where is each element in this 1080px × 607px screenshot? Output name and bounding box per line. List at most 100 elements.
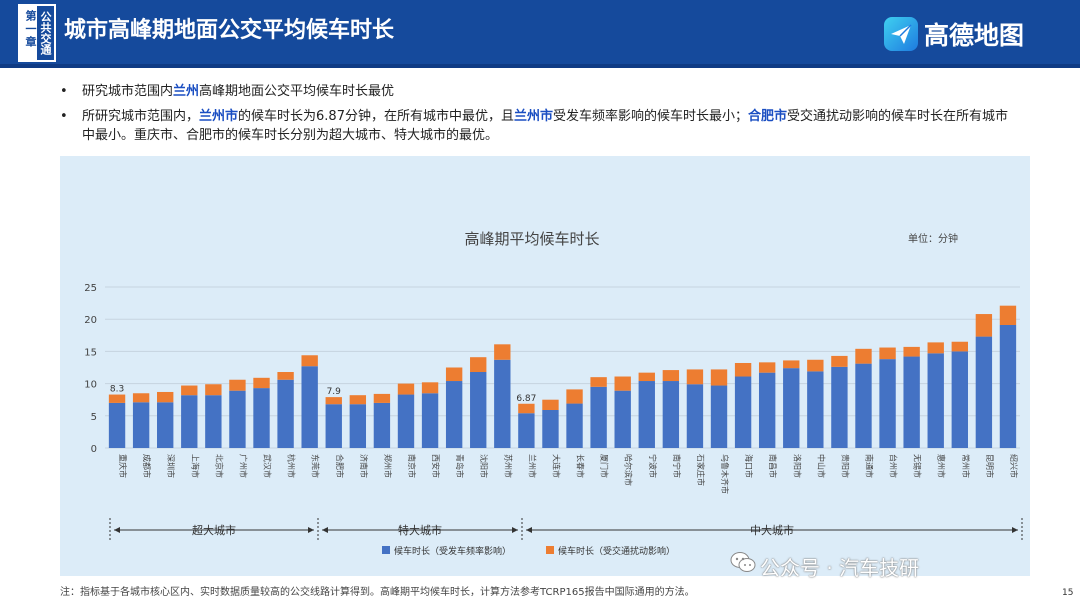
x-tick-label: 广州市 <box>238 454 248 478</box>
bar-disturbance <box>566 389 583 404</box>
x-tick-label: 重庆市 <box>118 454 128 478</box>
bullet-1: 研究城市范围内兰州高峰期地面公交平均候车时长最优 <box>60 82 1020 101</box>
bar-frequency <box>108 402 126 448</box>
x-tick-label: 昆明市 <box>985 454 995 478</box>
page-number: 15 <box>1062 588 1074 598</box>
group-label: 特大城市 <box>398 523 442 537</box>
x-tick-label: 石家庄市 <box>696 454 706 486</box>
bar-disturbance <box>229 379 246 391</box>
bar-disturbance <box>470 357 487 373</box>
bullet-2-highlight-3: 合肥市 <box>748 109 788 124</box>
bar-disturbance <box>903 346 920 357</box>
bar-disturbance <box>831 355 848 367</box>
bar-frequency <box>951 351 968 448</box>
x-tick-label: 杭州市 <box>287 454 297 478</box>
x-tick-label: 无锡市 <box>913 454 923 478</box>
bar-disturbance <box>349 395 367 405</box>
x-tick-label: 长春市 <box>576 454 586 478</box>
header-strip <box>0 64 1080 68</box>
chart-panel: 高峰期平均候车时长 单位：分钟 0 5 10 15 20 25 8.3 重庆市 成都市 深圳市 上海市 北… <box>60 156 1030 576</box>
x-tick-label: 上海市 <box>190 454 200 478</box>
bar-disturbance <box>927 342 944 354</box>
y-tick-label: 15 <box>84 347 97 358</box>
bullet-1-text-b: 高峰期地面公交平均候车时长最优 <box>199 84 395 99</box>
y-tick-label: 5 <box>91 412 97 423</box>
x-tick-label: 台州市 <box>889 454 899 478</box>
bar-frequency <box>734 376 752 448</box>
chart-title: 高峰期平均候车时长 <box>464 230 599 248</box>
bar-disturbance <box>494 344 511 360</box>
bar-disturbance <box>445 367 463 382</box>
bullet-2-text-c: 受发车频率影响的候车时长最小； <box>553 109 749 124</box>
x-tick-label: 海口市 <box>744 454 754 478</box>
bar-disturbance <box>301 355 318 367</box>
bar-disturbance <box>783 360 800 369</box>
bar-frequency <box>157 402 174 448</box>
bar-disturbance <box>879 347 896 360</box>
bullet-1-text-a: 研究城市范围内 <box>82 84 174 99</box>
group-label: 超大城市 <box>192 523 236 537</box>
bar-disturbance <box>253 377 270 389</box>
x-tick-label: 东莞市 <box>311 454 321 478</box>
bar-frequency <box>807 371 824 448</box>
x-tick-label: 洛阳市 <box>792 454 802 478</box>
bar-disturbance <box>734 362 752 377</box>
bar-frequency <box>999 324 1017 448</box>
bullet-2-highlight-2: 兰州市 <box>513 109 553 124</box>
bar-frequency <box>662 381 680 448</box>
bar-frequency <box>518 413 535 448</box>
bar-frequency <box>903 356 920 448</box>
bullet-1-highlight: 兰州 <box>173 84 200 99</box>
bar-disturbance <box>951 341 968 352</box>
x-tick-label: 惠州市 <box>937 454 947 478</box>
bar-disturbance <box>108 394 126 403</box>
x-tick-label: 中山市 <box>816 454 826 478</box>
bar-frequency <box>325 404 342 448</box>
legend-label: 候车时长（受发车频率影响） <box>394 545 511 557</box>
x-tick-label: 西安市 <box>431 454 441 478</box>
bullet-2: 所研究城市范围内，兰州市的候车时长为6.87分钟，在所有城市中最优，且兰州市受发… <box>60 107 1020 145</box>
bar-disturbance <box>590 377 607 387</box>
bar-frequency <box>181 395 198 448</box>
bar-frequency <box>494 359 511 448</box>
chart-unit-label: 单位：分钟 <box>908 232 958 245</box>
x-tick-label: 贵阳市 <box>840 454 850 478</box>
footnote: 注：指标基于各城市核心区内、实时数据质量较高的公交线路计算得到。高峰期平均候车时… <box>60 587 695 598</box>
x-tick-label: 郑州市 <box>383 454 393 478</box>
bar-frequency <box>277 379 294 448</box>
bar-frequency <box>397 394 415 448</box>
watermark: 公众号 · 汽车技研 <box>760 556 920 580</box>
group-label: 中大城市 <box>750 523 794 537</box>
bar-frequency <box>879 359 896 448</box>
x-tick-label: 深圳市 <box>166 454 176 478</box>
x-tick-label: 南通市 <box>864 454 874 478</box>
logo-text: 高德地图 <box>924 21 1025 50</box>
x-tick-label: 苏州市 <box>503 454 513 478</box>
bar-frequency <box>590 386 607 448</box>
bar-frequency <box>205 395 222 448</box>
bar-disturbance <box>397 383 415 395</box>
y-tick-label: 25 <box>84 283 97 294</box>
data-label: 8.3 <box>110 385 124 395</box>
bar-frequency <box>566 403 583 448</box>
bar-frequency <box>132 402 150 448</box>
bullet-list: 研究城市范围内兰州高峰期地面公交平均候车时长最优 所研究城市范围内，兰州市的候车… <box>60 82 1020 151</box>
data-label: 6.87 <box>516 394 536 404</box>
bullet-2-text-b: 的候车时长为6.87分钟，在所有城市中最优，且 <box>238 109 514 124</box>
bullet-2-text-d: 受交通扰动影响的候车时长在所有城市中最小。重庆市、合肥市的候车时长分别为超大城市… <box>82 109 1009 143</box>
bar-disturbance <box>518 403 535 414</box>
group-bracket-arrow <box>512 527 518 533</box>
chapter-name: 公共交通 <box>37 6 54 60</box>
bar-frequency <box>445 381 463 448</box>
x-tick-label: 成都市 <box>142 454 152 478</box>
group-bracket-arrow <box>114 527 120 533</box>
group-bracket-arrow <box>526 527 532 533</box>
paper-plane-icon <box>891 24 912 44</box>
x-tick-label: 厦门市 <box>600 454 610 478</box>
x-tick-label: 青岛市 <box>455 454 465 478</box>
bar-frequency <box>349 404 367 448</box>
x-tick-label: 南昌市 <box>768 454 778 478</box>
x-tick-label: 济南市 <box>359 454 369 478</box>
group-bracket-arrow <box>322 527 328 533</box>
bar-disturbance <box>132 393 150 403</box>
